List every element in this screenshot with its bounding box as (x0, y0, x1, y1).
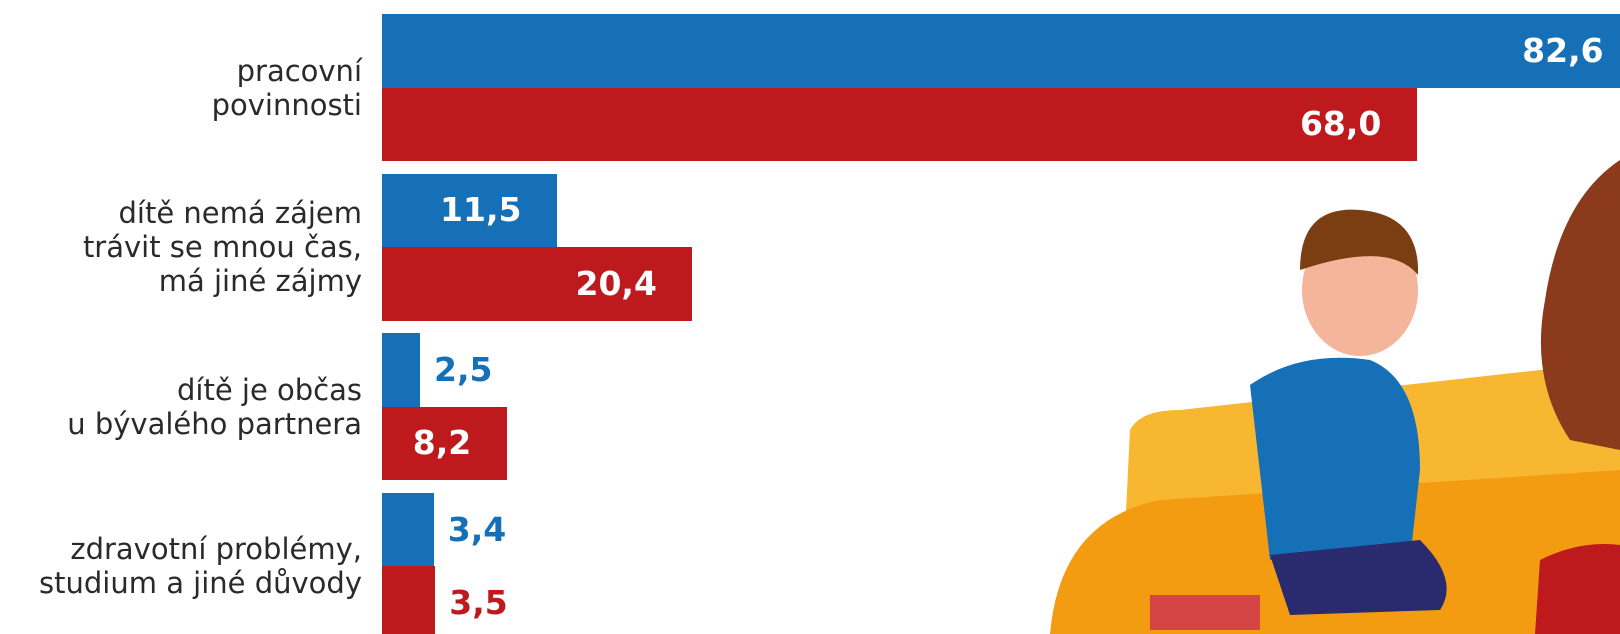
bar (382, 173, 558, 248)
value-label: 8,2 (412, 423, 472, 463)
category-label: zdravotní problémy, studium a jiné důvod… (39, 532, 362, 601)
bar (382, 87, 1417, 161)
bar (382, 566, 436, 634)
bar (382, 492, 434, 567)
category-label: dítě nemá zájem trávit se mnou čas, má j… (82, 196, 362, 299)
bar (382, 333, 421, 407)
value-label: 11,5 (440, 190, 522, 230)
category-label: pracovní povinnosti (211, 53, 362, 122)
hair (1540, 160, 1620, 450)
bar (382, 247, 693, 321)
cushion (1535, 544, 1620, 634)
shorts (1270, 540, 1447, 615)
toy-truck (1150, 595, 1260, 630)
value-label: 20,4 (575, 263, 657, 303)
value-label: 2,5 (434, 349, 493, 389)
value-label: 3,5 (449, 583, 508, 623)
boy-hair (1300, 209, 1419, 275)
value-label: 3,4 (447, 509, 507, 549)
value-label: 82,6 (1522, 30, 1604, 70)
shirt (1250, 357, 1420, 560)
value-label: 68,0 (1299, 104, 1382, 144)
bar (382, 14, 1620, 88)
bar (382, 406, 507, 481)
category-label: dítě je občas u bývalého partnera (67, 372, 362, 441)
